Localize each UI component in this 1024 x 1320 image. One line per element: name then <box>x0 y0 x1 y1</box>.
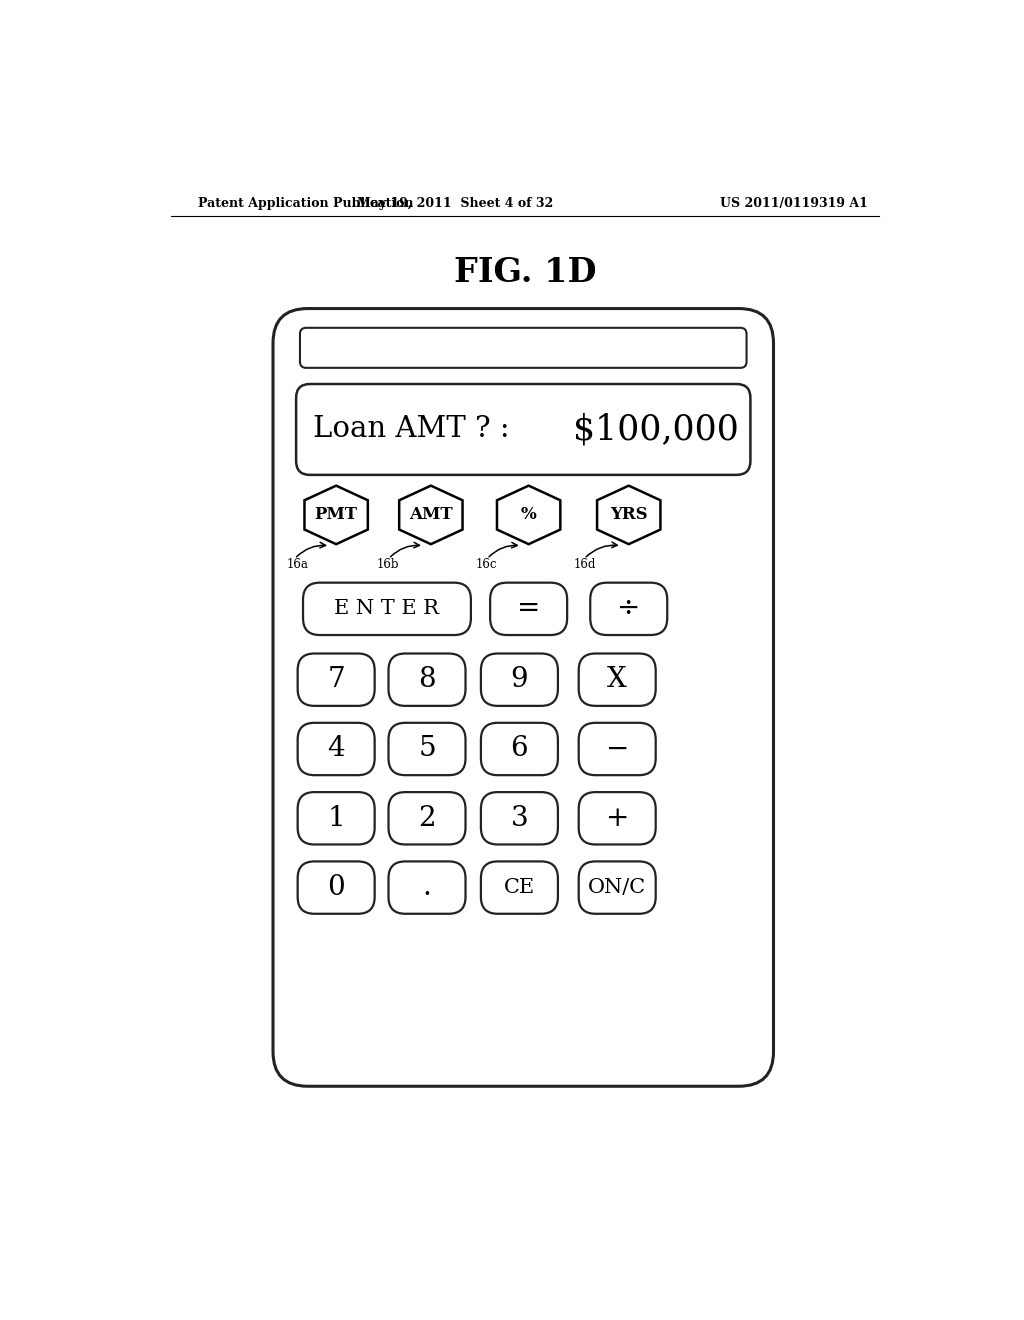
Text: %: % <box>521 507 537 524</box>
Text: AMT: AMT <box>409 507 453 524</box>
FancyBboxPatch shape <box>579 723 655 775</box>
FancyBboxPatch shape <box>388 862 466 913</box>
Text: +: + <box>605 805 629 832</box>
Text: 16d: 16d <box>573 558 596 572</box>
FancyBboxPatch shape <box>303 582 471 635</box>
Text: 16a: 16a <box>287 558 309 572</box>
FancyBboxPatch shape <box>298 862 375 913</box>
Text: Loan AMT ? :: Loan AMT ? : <box>313 416 510 444</box>
Text: 2: 2 <box>418 805 436 832</box>
Text: 9: 9 <box>511 667 528 693</box>
Text: −: − <box>605 735 629 763</box>
Text: 16b: 16b <box>377 558 399 572</box>
FancyBboxPatch shape <box>481 653 558 706</box>
Polygon shape <box>304 486 368 544</box>
Text: 3: 3 <box>511 805 528 832</box>
FancyBboxPatch shape <box>300 327 746 368</box>
FancyBboxPatch shape <box>388 653 466 706</box>
FancyBboxPatch shape <box>298 792 375 845</box>
Text: .: . <box>423 874 431 902</box>
Text: X: X <box>607 667 627 693</box>
FancyBboxPatch shape <box>298 653 375 706</box>
FancyBboxPatch shape <box>481 723 558 775</box>
FancyBboxPatch shape <box>590 582 668 635</box>
Polygon shape <box>399 486 463 544</box>
FancyBboxPatch shape <box>388 723 466 775</box>
FancyBboxPatch shape <box>579 792 655 845</box>
FancyBboxPatch shape <box>298 723 375 775</box>
FancyBboxPatch shape <box>481 862 558 913</box>
Text: =: = <box>517 595 541 622</box>
Text: Patent Application Publication: Patent Application Publication <box>199 197 414 210</box>
Text: US 2011/0119319 A1: US 2011/0119319 A1 <box>720 197 867 210</box>
Text: ÷: ÷ <box>617 595 640 622</box>
Text: May 19, 2011  Sheet 4 of 32: May 19, 2011 Sheet 4 of 32 <box>357 197 554 210</box>
FancyBboxPatch shape <box>388 792 466 845</box>
FancyBboxPatch shape <box>296 384 751 475</box>
Text: 0: 0 <box>328 874 345 902</box>
Text: FIG. 1D: FIG. 1D <box>454 256 596 289</box>
Polygon shape <box>497 486 560 544</box>
FancyBboxPatch shape <box>481 792 558 845</box>
Text: E N T E R: E N T E R <box>335 599 439 618</box>
Text: PMT: PMT <box>314 507 357 524</box>
Polygon shape <box>597 486 660 544</box>
Text: 1: 1 <box>328 805 345 832</box>
Text: YRS: YRS <box>610 507 647 524</box>
FancyBboxPatch shape <box>579 653 655 706</box>
Text: $100,000: $100,000 <box>573 412 739 446</box>
Text: 7: 7 <box>328 667 345 693</box>
FancyBboxPatch shape <box>490 582 567 635</box>
Text: 4: 4 <box>328 735 345 763</box>
Text: 16c: 16c <box>475 558 497 572</box>
Text: 6: 6 <box>511 735 528 763</box>
Text: 8: 8 <box>418 667 436 693</box>
Text: 5: 5 <box>418 735 436 763</box>
FancyBboxPatch shape <box>579 862 655 913</box>
Text: CE: CE <box>504 878 535 898</box>
Text: ON/C: ON/C <box>588 878 646 898</box>
FancyBboxPatch shape <box>273 309 773 1086</box>
